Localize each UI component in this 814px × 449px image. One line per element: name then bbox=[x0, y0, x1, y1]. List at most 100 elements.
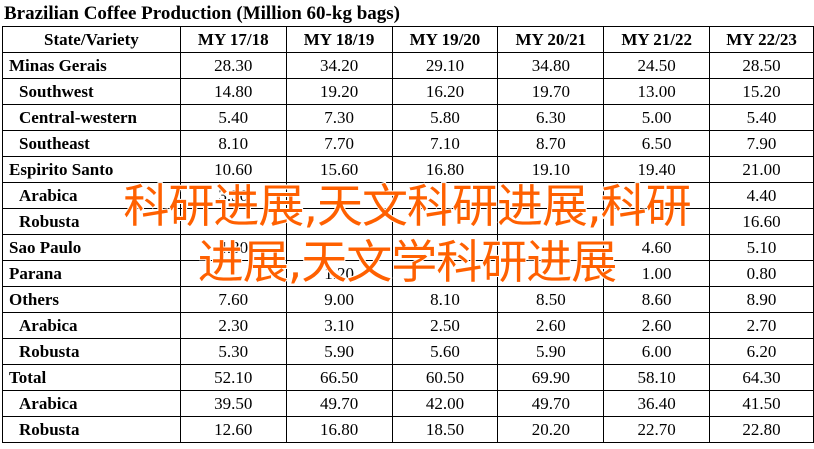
table-cell: 5.60 bbox=[391, 338, 499, 365]
table-row: Robusta 12.60 16.80 18.50 20.20 22.70 22.80 bbox=[2, 416, 814, 443]
table-cell: 8.10 bbox=[391, 286, 499, 313]
row-label: Parana bbox=[2, 260, 181, 287]
table-cell: 6.00 bbox=[603, 338, 711, 365]
row-label: Southwest bbox=[2, 78, 181, 105]
table-cell: 6.20 bbox=[709, 338, 814, 365]
table-cell: 5.90 bbox=[285, 338, 393, 365]
table-row: Espirito Santo 10.60 15.60 16.80 19.10 19.40 2… bbox=[2, 156, 814, 183]
table-cell: 60.50 bbox=[391, 364, 499, 391]
table-cell: 13.00 bbox=[603, 78, 711, 105]
table-cell: 5.30 bbox=[179, 338, 287, 365]
table-cell: 1.00 bbox=[603, 260, 711, 287]
column-header-my-20-21: MY 20/21 bbox=[497, 26, 605, 53]
table-cell bbox=[391, 208, 499, 235]
table-cell: 8.10 bbox=[179, 130, 287, 157]
row-label: Others bbox=[2, 286, 181, 313]
table-title: Brazilian Coffee Production (Million 60-… bbox=[4, 3, 400, 24]
table-cell: 4.60 bbox=[603, 234, 711, 261]
row-label: Espirito Santo bbox=[2, 156, 181, 183]
table-cell bbox=[391, 234, 499, 261]
row-label: Arabica bbox=[2, 390, 181, 417]
table-cell: 15.20 bbox=[709, 78, 814, 105]
table-cell bbox=[497, 182, 605, 209]
table-cell: 10.60 bbox=[179, 156, 287, 183]
table-cell: 3.10 bbox=[285, 312, 393, 339]
table-cell bbox=[179, 208, 287, 235]
table-row: Total 52.10 66.50 60.50 69.90 58.10 64.30 bbox=[2, 364, 814, 391]
table-cell: 64.30 bbox=[709, 364, 814, 391]
table-cell bbox=[603, 208, 711, 235]
row-label: Arabica bbox=[2, 312, 181, 339]
column-header-state-variety: State/Variety bbox=[2, 26, 181, 53]
table-cell: 5.00 bbox=[603, 104, 711, 131]
table-cell: 22.80 bbox=[709, 416, 814, 443]
table-row: Arabica 2.30 3.10 2.50 2.60 2.60 2.70 bbox=[2, 312, 814, 339]
table-cell: 1.20 bbox=[285, 260, 393, 287]
table-cell: 58.10 bbox=[603, 364, 711, 391]
table-cell: 2.60 bbox=[603, 312, 711, 339]
row-label: Robusta bbox=[2, 416, 181, 443]
table-cell: 19.10 bbox=[497, 156, 605, 183]
table-row: Minas Gerais 28.30 34.20 29.10 34.80 24.50 28.… bbox=[2, 52, 814, 79]
table-cell: 19.40 bbox=[603, 156, 711, 183]
table-cell: 2.60 bbox=[497, 312, 605, 339]
table-cell bbox=[497, 208, 605, 235]
column-header-my-21-22: MY 21/22 bbox=[603, 26, 711, 53]
table-cell: 5.90 bbox=[497, 338, 605, 365]
table-cell bbox=[285, 208, 393, 235]
table-row: Sao Paulo 4.30 4.60 5.10 bbox=[2, 234, 814, 261]
table-row: Arabica 39.50 49.70 42.00 49.70 36.40 41.50 bbox=[2, 390, 814, 417]
table-cell: 29.10 bbox=[391, 52, 499, 79]
table-cell: 15.60 bbox=[285, 156, 393, 183]
table-cell: 20.20 bbox=[497, 416, 605, 443]
row-label: Arabica bbox=[2, 182, 181, 209]
row-label: Minas Gerais bbox=[2, 52, 181, 79]
table-cell bbox=[179, 260, 287, 287]
table-cell: 34.80 bbox=[497, 52, 605, 79]
table-cell: 4.40 bbox=[709, 182, 814, 209]
table-cell: 36.40 bbox=[603, 390, 711, 417]
table-cell bbox=[391, 182, 499, 209]
table-cell: 7.30 bbox=[285, 104, 393, 131]
table-row: Southwest 14.80 19.20 16.20 19.70 13.00 15.20 bbox=[2, 78, 814, 105]
table-cell: 5.80 bbox=[391, 104, 499, 131]
table-row: Parana 1.20 1.00 0.80 bbox=[2, 260, 814, 287]
table-row: Southeast 8.10 7.70 7.10 8.70 6.50 7.90 bbox=[2, 130, 814, 157]
column-header-my-22-23: MY 22/23 bbox=[709, 26, 814, 53]
table-cell: 8.60 bbox=[603, 286, 711, 313]
table-cell: 16.20 bbox=[391, 78, 499, 105]
column-header-my-19-20: MY 19/20 bbox=[391, 26, 499, 53]
table-cell bbox=[603, 182, 711, 209]
table-row: Robusta 16.60 bbox=[2, 208, 814, 235]
table-cell: 18.50 bbox=[391, 416, 499, 443]
row-label: Central-western bbox=[2, 104, 181, 131]
table-cell bbox=[497, 234, 605, 261]
table-cell: 5.10 bbox=[709, 234, 814, 261]
table-cell: 22.70 bbox=[603, 416, 711, 443]
table-cell: 41.50 bbox=[709, 390, 814, 417]
row-label: Total bbox=[2, 364, 181, 391]
table-cell: 14.80 bbox=[179, 78, 287, 105]
table-cell: 21.00 bbox=[709, 156, 814, 183]
table-cell: 16.80 bbox=[285, 416, 393, 443]
table-cell: 19.20 bbox=[285, 78, 393, 105]
table-cell: 24.50 bbox=[603, 52, 711, 79]
table-cell: 8.50 bbox=[497, 286, 605, 313]
table-cell: 8.70 bbox=[497, 130, 605, 157]
table-cell: 8.90 bbox=[709, 286, 814, 313]
table-cell: 19.70 bbox=[497, 78, 605, 105]
table-row: Others 7.60 9.00 8.10 8.50 8.60 8.90 bbox=[2, 286, 814, 313]
table-cell bbox=[285, 182, 393, 209]
table-cell: 2.70 bbox=[709, 312, 814, 339]
column-header-my-17-18: MY 17/18 bbox=[179, 26, 287, 53]
table-cell: 3.30 bbox=[179, 182, 287, 209]
row-label: Robusta bbox=[2, 208, 181, 235]
table-cell: 2.30 bbox=[179, 312, 287, 339]
table-body: Minas Gerais 28.30 34.20 29.10 34.80 24.50 28.… bbox=[2, 52, 814, 443]
table-cell: 52.10 bbox=[179, 364, 287, 391]
table-cell: 7.70 bbox=[285, 130, 393, 157]
table-row: Arabica 3.30 4.40 bbox=[2, 182, 814, 209]
table-row: Robusta 5.30 5.90 5.60 5.90 6.00 6.20 bbox=[2, 338, 814, 365]
table-cell: 7.60 bbox=[179, 286, 287, 313]
table-cell: 42.00 bbox=[391, 390, 499, 417]
